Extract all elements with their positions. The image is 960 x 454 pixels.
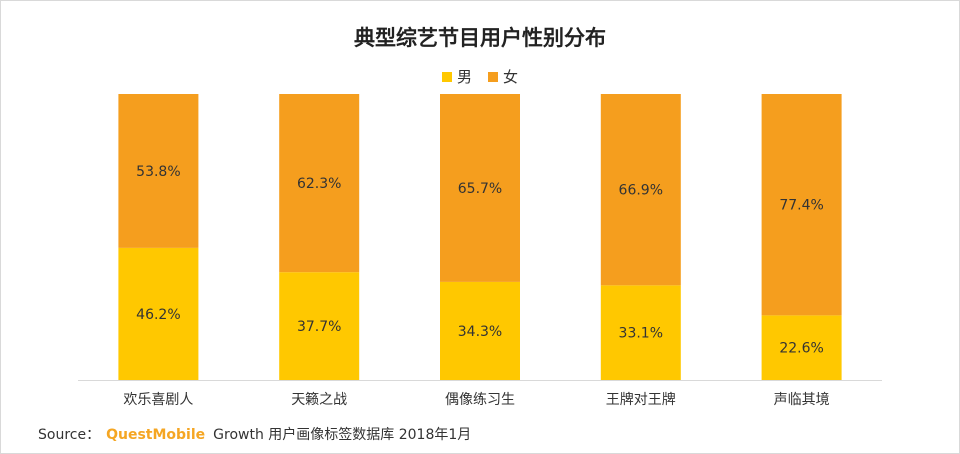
data-label-female: 62.3% (297, 176, 341, 192)
bar-segment-female (279, 94, 360, 273)
chart-title: 典型综艺节目用户性别分布 (354, 26, 606, 50)
legend-swatch-female (488, 71, 498, 82)
legend-label-male: 男 (456, 68, 472, 86)
chart-legend: 男 女 (0, 66, 960, 87)
data-label-female: 77.4% (779, 198, 823, 214)
bar-segment-female (761, 94, 842, 316)
data-label-male: 34.3% (458, 324, 502, 340)
bar-segment-male (279, 272, 360, 380)
data-label-female: 53.8% (136, 164, 180, 180)
bar-segment-male (440, 281, 520, 380)
category-label: 偶像练习生 (445, 392, 515, 408)
legend-item-male: 男 (441, 66, 472, 87)
source-note: Source： QuestMobile Growth 用户画像标签数据库 2018年… (38, 424, 471, 444)
category-label: 声临其境 (774, 392, 830, 408)
source-text: Growth 用户画像标签数据库 2018年1月 (213, 427, 472, 443)
legend-swatch-male (441, 71, 452, 82)
source-label: Source： (38, 427, 101, 443)
bar-segment-female (600, 94, 681, 286)
data-label-female: 65.7% (458, 181, 502, 197)
bar-segment-female (118, 94, 199, 248)
bar-segment-male (761, 315, 842, 380)
bar-segment-male (600, 285, 681, 380)
bar-segment-male (118, 247, 199, 380)
data-label-male: 33.1% (619, 326, 663, 342)
legend-label-female: 女 (503, 68, 519, 86)
source-brand: QuestMobile (106, 427, 206, 443)
data-label-female: 66.9% (619, 183, 663, 199)
category-label: 欢乐喜剧人 (123, 392, 193, 408)
data-label-male: 22.6% (779, 341, 823, 357)
legend-item-female: 女 (488, 66, 518, 87)
category-label: 王牌对王牌 (606, 391, 676, 408)
data-label-male: 37.7% (297, 319, 341, 335)
data-label-male: 46.2% (136, 307, 180, 323)
bar-segment-female (440, 94, 520, 282)
category-label: 天籁之战 (291, 392, 347, 408)
